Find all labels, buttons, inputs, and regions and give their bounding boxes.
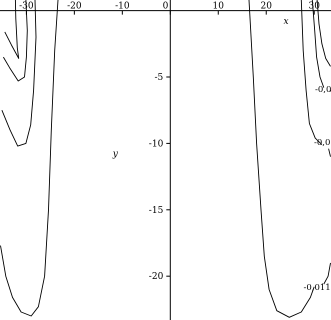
contour-line-2 bbox=[3, 0, 28, 82]
contour-level-label: -0,014 bbox=[314, 138, 331, 148]
x-tick-label: 10 bbox=[213, 2, 225, 12]
x-tick-label: -10 bbox=[115, 2, 130, 12]
contour-line-3 bbox=[1, 0, 37, 147]
x-tick-label: 30 bbox=[308, 2, 320, 12]
x-tick-label: 0 bbox=[163, 2, 169, 12]
contour-line-7 bbox=[300, 0, 323, 146]
contour-line-6 bbox=[323, 262, 331, 285]
contour-line-1 bbox=[4, 0, 20, 59]
y-axis-label: y bbox=[112, 150, 119, 160]
contour-labels: -0,018 -0,014 -0,011 bbox=[303, 85, 331, 293]
y-tick-label: -20 bbox=[149, 272, 164, 282]
y-tick-label: -5 bbox=[155, 73, 164, 83]
contour-level-label: -0,018 bbox=[315, 85, 331, 95]
x-tick-label: -20 bbox=[67, 2, 82, 12]
x-tick-label: 20 bbox=[261, 2, 273, 12]
x-tick-label: -30 bbox=[19, 2, 34, 12]
ticks: -30 -20 -10 0 10 20 30 -5 -10 -15 -20 bbox=[19, 2, 320, 283]
contour-line-9 bbox=[311, 0, 325, 88]
contour-level-label: -0,011 bbox=[303, 283, 330, 293]
contour-line-5 bbox=[248, 0, 315, 318]
y-tick-label: -10 bbox=[149, 139, 164, 149]
contour-line-8 bbox=[328, 148, 331, 157]
contour-line-11 bbox=[316, 0, 331, 67]
x-axis-label: x bbox=[284, 17, 289, 27]
y-tick-label: -15 bbox=[149, 206, 164, 216]
contour-line-4 bbox=[0, 0, 59, 317]
